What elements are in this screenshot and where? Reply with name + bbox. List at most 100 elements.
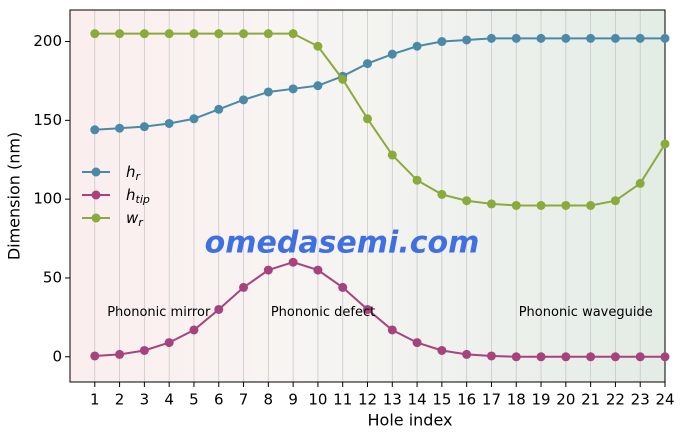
data-point [239,29,249,39]
data-point [561,200,571,210]
data-point [115,29,125,39]
data-point [486,199,496,209]
x-tick-label: 17 [482,391,501,409]
data-point [115,349,125,359]
legend-subscript: r [138,216,144,229]
x-tick-label: 15 [432,391,451,409]
data-point [660,139,670,149]
legend-marker [91,167,101,177]
x-tick-label: 10 [308,391,327,409]
data-point [462,349,472,359]
data-point [239,95,249,105]
data-point [214,304,224,314]
data-point [387,150,397,160]
data-point [437,37,447,47]
x-tick-label: 5 [189,391,199,409]
data-point [189,29,199,39]
annotation: Phononic mirror [107,305,211,320]
x-tick-label: 9 [288,391,298,409]
data-point [387,49,397,59]
x-axis-label: Hole index [368,411,453,430]
x-tick-label: 3 [140,391,150,409]
data-point [610,352,620,362]
data-point [214,104,224,114]
data-point [660,352,670,362]
x-tick-label: 13 [383,391,402,409]
data-point [586,352,596,362]
x-tick-label: 12 [358,391,377,409]
y-tick-label: 150 [33,111,62,129]
data-point [536,33,546,43]
data-point [486,351,496,361]
legend-name: h [126,163,136,181]
legend-name: h [126,186,136,204]
data-point [214,29,224,39]
data-point [313,81,323,91]
x-tick-label: 24 [655,391,674,409]
watermark: omedasemi.com [205,226,480,261]
data-point [139,122,149,132]
data-point [412,338,422,348]
legend-subscript: r [136,170,142,183]
data-point [164,29,174,39]
x-tick-label: 22 [606,391,625,409]
data-point [660,33,670,43]
data-point [363,114,372,124]
data-point [189,325,199,335]
legend-marker [91,213,101,223]
legend-label: htip [126,186,150,207]
data-point [412,41,422,51]
data-point [536,200,546,210]
data-point [561,352,571,362]
data-point [635,352,645,362]
x-tick-label: 18 [507,391,526,409]
x-tick-label: 23 [631,391,650,409]
data-point [139,29,149,39]
data-point [437,345,447,355]
data-point [387,325,397,335]
annotation: Phononic defect [271,305,375,320]
data-point [462,35,472,45]
x-tick-label: 16 [457,391,476,409]
x-tick-label: 11 [333,391,352,409]
data-point [610,33,620,43]
plot-frame [69,9,666,383]
data-point [536,352,546,362]
x-tick-label: 7 [239,391,249,409]
data-point [635,178,645,188]
x-tick-label: 20 [556,391,575,409]
data-point [288,257,298,267]
x-tick-label: 6 [214,391,224,409]
x-tick-label: 8 [264,391,274,409]
data-point [586,33,596,43]
data-point [189,114,199,124]
y-axis-label: Dimension (nm) [5,132,24,260]
legend-name: w [126,209,139,227]
data-point [263,87,273,97]
data-point [164,118,174,128]
legend-subscript: tip [136,193,150,206]
data-point [338,282,348,292]
data-point [115,123,125,133]
data-point [363,59,372,69]
x-tick-label: 4 [164,391,174,409]
y-tick-label: 50 [43,268,62,286]
data-point [412,175,422,185]
legend-label: wr [126,209,144,230]
x-tick-label: 21 [581,391,600,409]
data-point [90,125,100,135]
x-tick-label: 2 [115,391,125,409]
data-point [511,352,521,362]
data-point [586,200,596,210]
y-tick-label: 200 [33,32,62,50]
data-point [263,265,273,275]
data-point [486,33,496,43]
y-tick-label: 100 [33,190,62,208]
data-point [239,282,249,292]
data-point [610,196,620,206]
y-tick-label: 0 [52,347,62,365]
data-point [90,351,100,361]
data-point [561,33,571,43]
data-point [511,33,521,43]
